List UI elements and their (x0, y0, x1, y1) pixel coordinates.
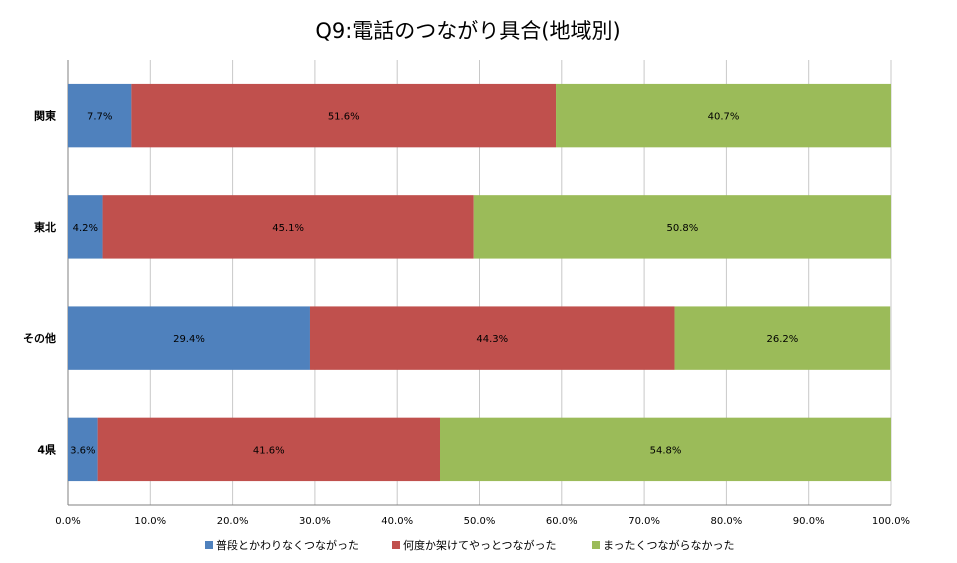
bar-segment (439, 417, 891, 482)
data-label: 7.7% (87, 112, 112, 123)
legend-label: まったくつながらなかった (603, 538, 735, 552)
data-label: 54.8% (650, 445, 682, 456)
data-label: 4.2% (73, 223, 98, 234)
legend-swatch (592, 541, 600, 549)
x-tick-label: 0.0% (55, 516, 80, 527)
x-tick-label: 80.0% (711, 516, 743, 527)
data-label: 29.4% (173, 334, 205, 345)
x-tick-label: 10.0% (134, 516, 166, 527)
legend-swatch (392, 541, 400, 549)
data-label: 44.3% (476, 334, 508, 345)
bar-segment (102, 195, 474, 259)
x-tick-label: 20.0% (217, 516, 249, 527)
bar-segment (556, 83, 891, 148)
data-label: 50.8% (666, 223, 698, 234)
category-label: 4県 (37, 443, 56, 456)
legend-label: 何度か架けてやっとつながった (403, 538, 557, 552)
chart-title: Q9:電話のつながり具合(地域別) (315, 19, 620, 43)
x-tick-label: 100.0% (872, 516, 910, 527)
bar-segment (68, 417, 98, 482)
data-label: 51.6% (328, 112, 360, 123)
bar-segment (97, 417, 440, 482)
category-label: 東北 (34, 220, 56, 234)
legend: 普段とかわりなくつながった 何度か架けてやっとつながった まったくつながらなかった (205, 538, 735, 552)
bars: 7.7% 51.6% 40.7% 4.2% 45.1% 50.8% 29.4% 44.3% 26… (68, 83, 891, 482)
legend-label: 普段とかわりなくつながった (216, 538, 359, 552)
bar-segment (309, 306, 675, 370)
bar-segment (68, 83, 132, 148)
x-tick-label: 40.0% (381, 516, 413, 527)
data-label: 26.2% (766, 334, 798, 345)
bar-segment (131, 83, 557, 148)
bar-segment (68, 306, 310, 370)
category-label: 関東 (34, 109, 57, 123)
x-tick-label: 70.0% (628, 516, 660, 527)
legend-swatch (205, 541, 213, 549)
bar-segment (674, 306, 891, 370)
data-label: 45.1% (272, 223, 304, 234)
x-tick-labels: 0.0% 10.0% 20.0% 30.0% 40.0% 50.0% 60.0% 70.0% 8… (55, 516, 910, 527)
x-tick-label: 30.0% (299, 516, 331, 527)
x-tick-label: 50.0% (464, 516, 496, 527)
data-label: 41.6% (253, 445, 285, 456)
data-label: 40.7% (708, 112, 740, 123)
x-tick-label: 90.0% (793, 516, 825, 527)
bar-segment (473, 195, 891, 259)
x-tick-label: 60.0% (546, 516, 578, 527)
category-label: その他 (23, 331, 56, 345)
data-label: 3.6% (70, 445, 95, 456)
bar-segment (68, 195, 103, 259)
